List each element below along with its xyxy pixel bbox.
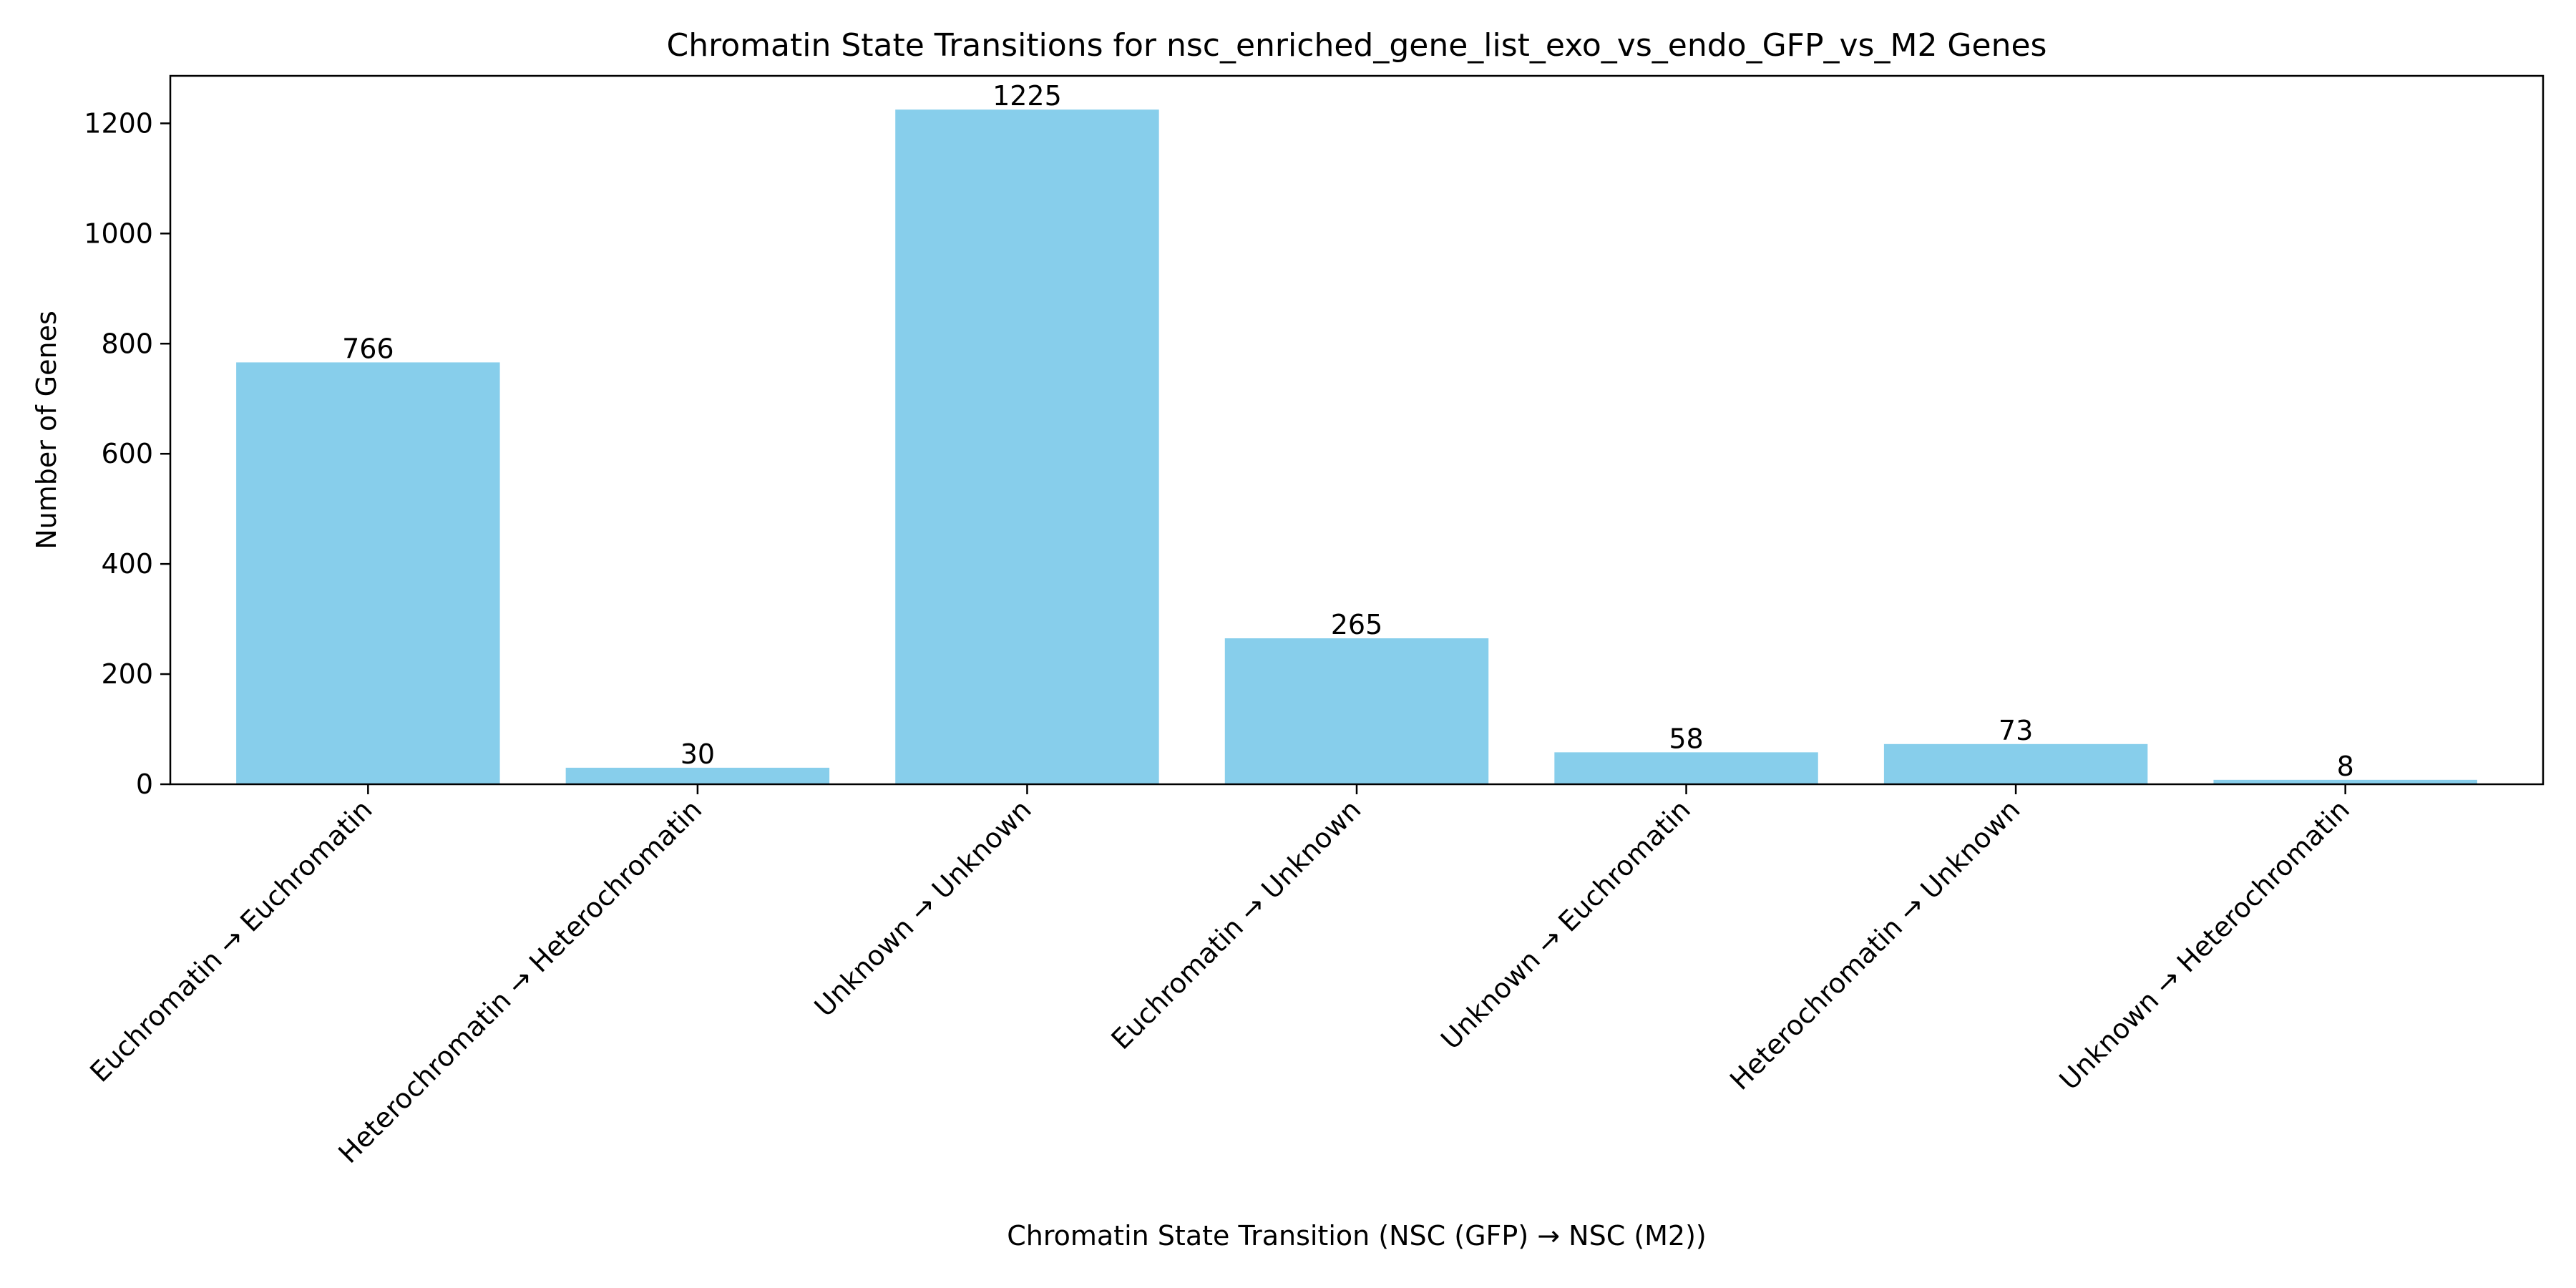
x-tick-label-1: Heterochromatin → Heterochromatin <box>332 794 708 1169</box>
x-axis-ticks: Euchromatin → EuchromatinHeterochromatin… <box>84 784 2356 1169</box>
y-tick-label-6: 1200 <box>84 107 153 139</box>
chart-title: Chromatin State Transitions for nsc_enri… <box>667 27 2047 64</box>
y-axis-ticks: 0 200 400 600 800 1000 1200 <box>84 107 170 800</box>
y-tick-label-2: 400 <box>101 548 153 580</box>
bar-5 <box>1883 743 2148 784</box>
x-tick-label-2: Unknown → Unknown <box>809 794 1038 1023</box>
bar-1 <box>565 767 830 784</box>
x-tick-label-6: Unknown → Heterochromatin <box>2054 794 2356 1096</box>
bar-0 <box>236 362 500 784</box>
bar-value-label-0: 766 <box>342 333 394 364</box>
bar-value-label-3: 265 <box>1331 609 1383 640</box>
y-tick-label-3: 600 <box>101 438 153 469</box>
x-axis-label: Chromatin State Transition (NSC (GFP) → … <box>1007 1220 1707 1252</box>
y-tick-label-5: 1000 <box>84 218 153 249</box>
bar-value-label-1: 30 <box>680 738 715 770</box>
x-tick-label-0: Euchromatin → Euchromatin <box>84 794 378 1088</box>
bar-value-label-4: 58 <box>1669 723 1703 754</box>
bar-3 <box>1224 638 1489 784</box>
x-tick-label-4: Unknown → Euchromatin <box>1435 794 1697 1055</box>
bar-value-label-2: 1225 <box>992 80 1062 112</box>
bars-group <box>236 109 2477 785</box>
bar-4 <box>1554 752 1818 784</box>
bar-6 <box>2213 779 2477 784</box>
bar-2 <box>895 109 1159 785</box>
y-tick-label-0: 0 <box>136 769 153 800</box>
x-tick-label-5: Heterochromatin → Unknown <box>1724 794 2026 1096</box>
bar-labels-group: 766 30 1225 265 58 73 8 <box>342 80 2354 782</box>
bar-value-label-5: 73 <box>1999 715 2033 746</box>
plot-frame <box>169 74 2545 786</box>
y-tick-label-1: 200 <box>101 658 153 690</box>
y-tick-label-4: 800 <box>101 328 153 359</box>
y-axis-label: Number of Genes <box>31 311 62 550</box>
x-tick-label-3: Euchromatin → Unknown <box>1106 794 1367 1055</box>
bar-value-label-6: 8 <box>2337 751 2354 782</box>
